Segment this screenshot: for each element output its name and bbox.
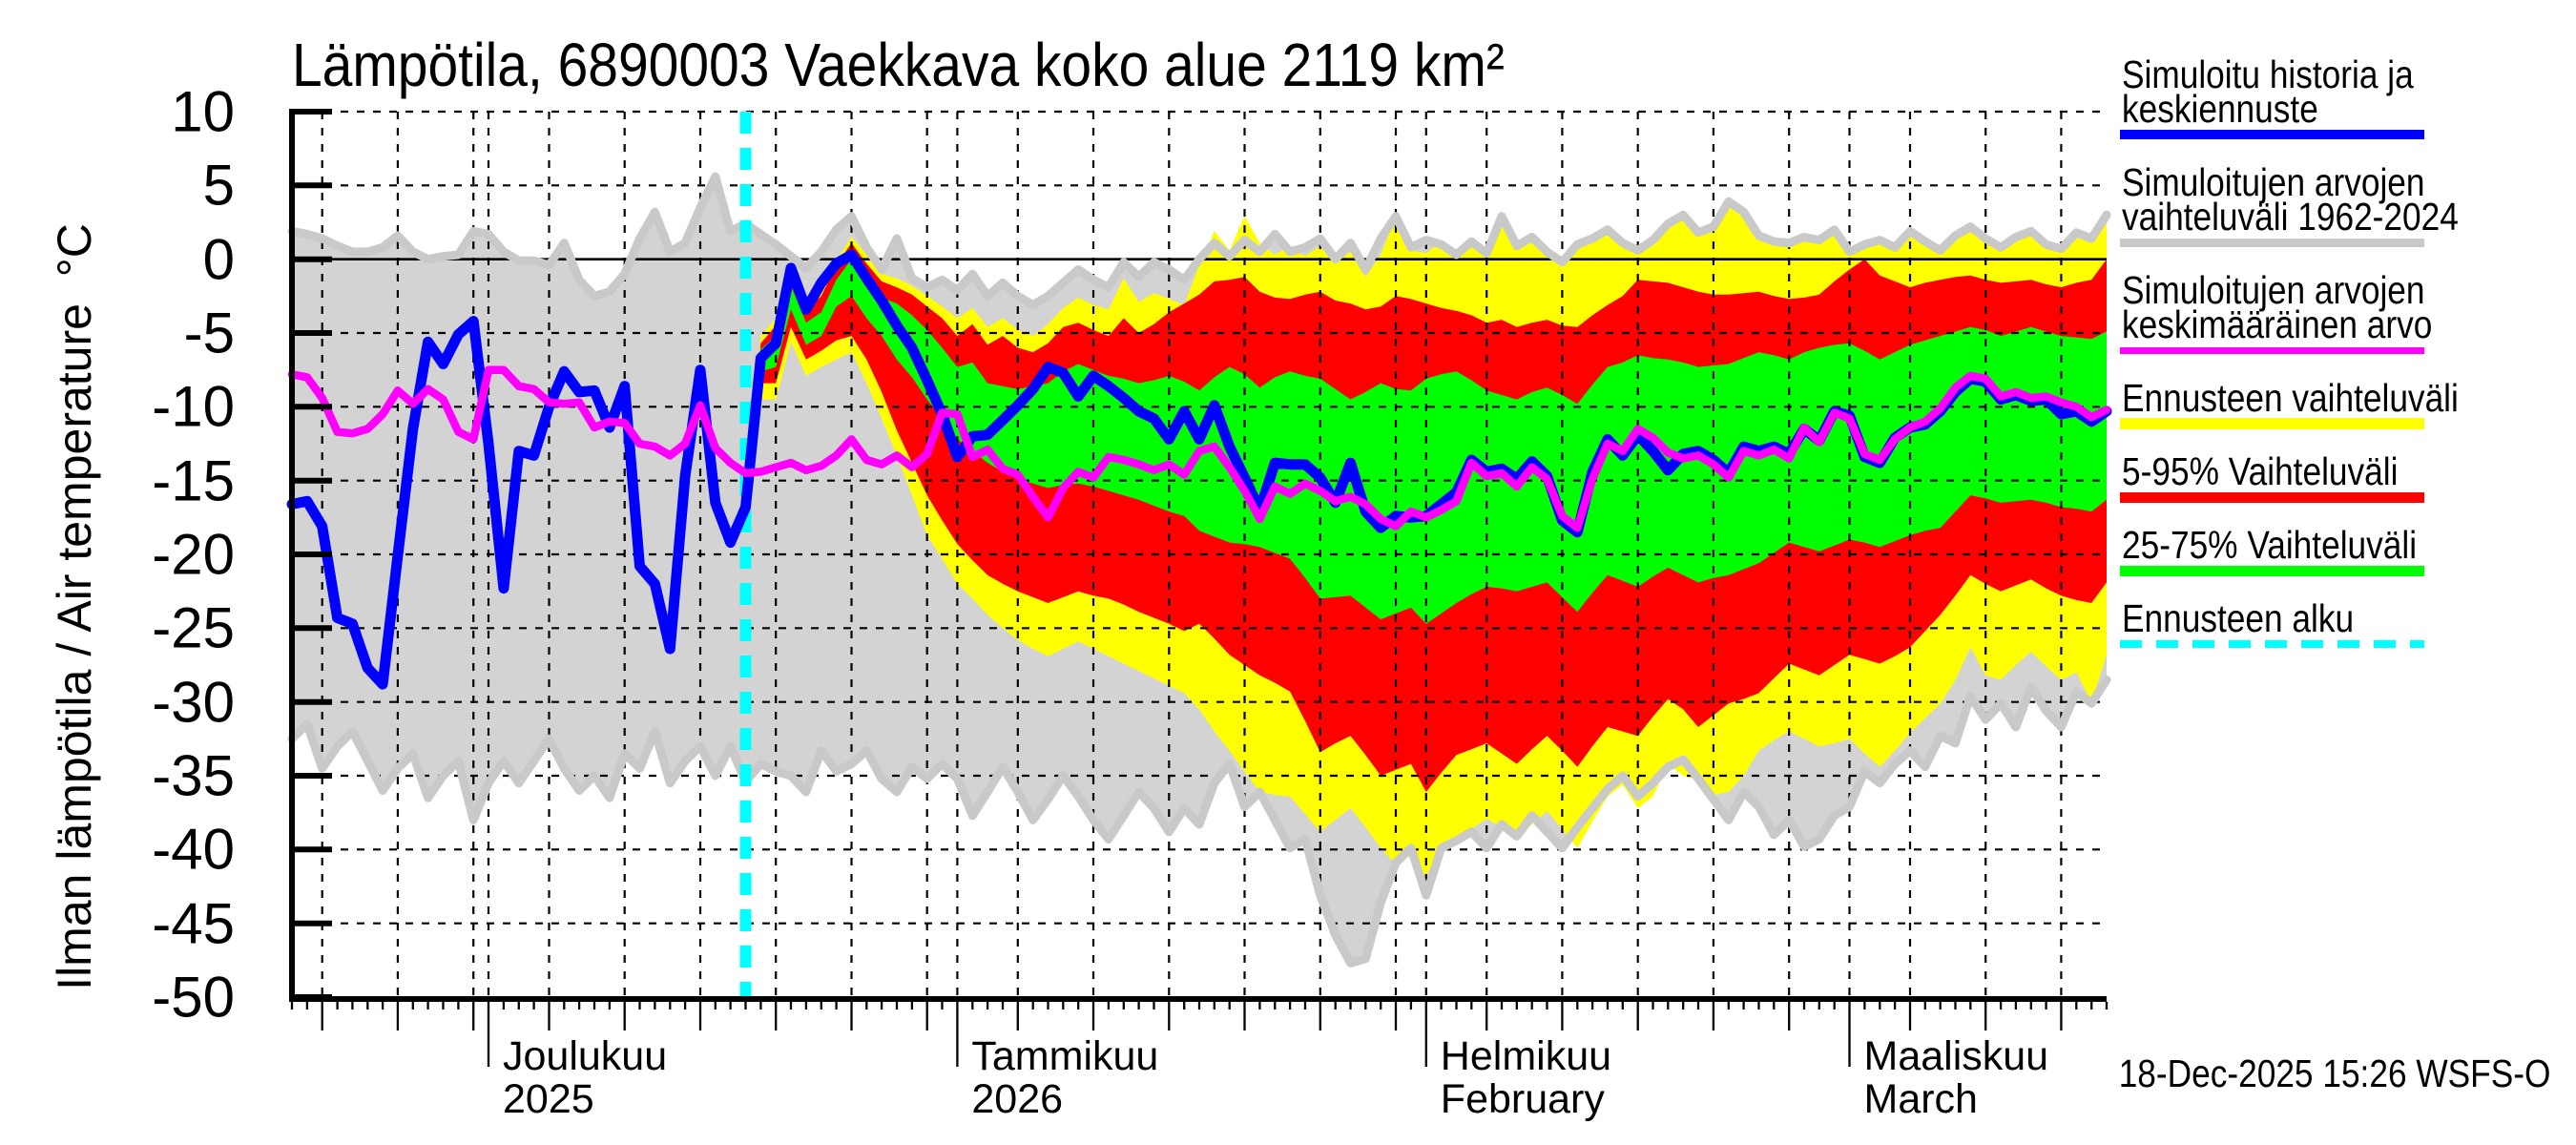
- y-axis-label: Ilman lämpötila / Air temperature °C: [48, 223, 101, 990]
- legend-swatch-dashed: [2120, 640, 2424, 648]
- legend-label-line: vaihteluväli 1962-2024: [2122, 195, 2459, 239]
- legend-swatch-band: [2120, 418, 2424, 429]
- y-tick-label: -45: [152, 891, 235, 956]
- legend-label-line: Ennusteen vaihteluväli: [2122, 376, 2459, 420]
- legend-label: 5-95% Vaihteluväli: [2122, 449, 2399, 493]
- legend-label: Simuloitujen arvojen vaihteluväli 1962-20…: [2122, 160, 2459, 239]
- y-tick-label: -25: [152, 595, 235, 660]
- legend-label-line: keskimääräinen arvo: [2122, 302, 2433, 346]
- legend-label-line: Simuloitujen arvojen: [2122, 160, 2425, 204]
- legend-swatch-band: [2120, 565, 2424, 576]
- chart-title: Lämpötila, 6890003 Vaekkava koko alue 21…: [292, 31, 1505, 99]
- legend-swatch-line: [2120, 130, 2424, 139]
- sim-range-min-line: [287, 676, 2111, 968]
- legend-swatch-line: [2120, 238, 2424, 247]
- x-month-sub: March: [1863, 1076, 1978, 1122]
- legend-label: Ennusteen vaihteluväli: [2122, 376, 2459, 420]
- legend-swatch-line: [2120, 346, 2424, 354]
- x-month-sub: February: [1440, 1076, 1605, 1122]
- legend-label: Simuloitu historia ja keskiennuste: [2122, 52, 2414, 131]
- sim-mean-line: [287, 365, 2111, 532]
- y-tick-label: 10: [171, 79, 235, 144]
- x-month-label: Helmikuu February: [1441, 1035, 1611, 1121]
- y-tick-label: -15: [152, 448, 235, 513]
- legend-label-line: Ennusteen alku: [2122, 596, 2355, 640]
- legend-label: Ennusteen alku: [2122, 596, 2355, 640]
- legend-label: Simuloitujen arvojen keskimääräinen arvo: [2122, 268, 2433, 346]
- legend-label: 25-75% Vaihteluväli: [2122, 523, 2418, 567]
- y-tick-label: -10: [152, 374, 235, 439]
- x-axis-ticks: [290, 1002, 2109, 1067]
- legend-label-line: Simuloitu historia ja: [2122, 52, 2414, 96]
- x-month-label: Joulukuu 2025: [503, 1035, 667, 1121]
- x-month-label: Maaliskuu March: [1864, 1035, 2049, 1121]
- y-tick-label: -35: [152, 743, 235, 808]
- y-tick-label: -30: [152, 670, 235, 735]
- sim-range-max-line: [287, 172, 2111, 310]
- legend-swatch-band: [2120, 491, 2424, 503]
- y-axis-ticks: [292, 109, 332, 1000]
- legend-label-line: 25-75% Vaihteluväli: [2122, 523, 2418, 567]
- x-month-sub: 2025: [503, 1076, 594, 1122]
- y-tick-label: -5: [183, 301, 235, 365]
- y-tick-label: -40: [152, 817, 235, 882]
- x-month-name: Maaliskuu: [1863, 1033, 2049, 1079]
- timestamp-stamp: 18-Dec-2025 15:26 WSFS-O: [2118, 1051, 2550, 1095]
- x-month-name: Joulukuu: [503, 1033, 668, 1079]
- x-month-sub: 2026: [971, 1076, 1064, 1122]
- x-month-name: Tammikuu: [971, 1033, 1159, 1079]
- y-tick-label: -50: [152, 965, 235, 1030]
- legend-label-line: Simuloitujen arvojen: [2122, 268, 2425, 312]
- y-tick-label: -20: [152, 522, 235, 587]
- legend-label-line: 5-95% Vaihteluväli: [2122, 449, 2399, 493]
- y-tick-label: 0: [202, 227, 235, 292]
- x-month-name: Helmikuu: [1440, 1033, 1612, 1079]
- x-month-label: Tammikuu 2026: [971, 1035, 1158, 1121]
- y-tick-label: 5: [202, 153, 235, 218]
- legend-label-line: keskiennuste: [2122, 87, 2318, 131]
